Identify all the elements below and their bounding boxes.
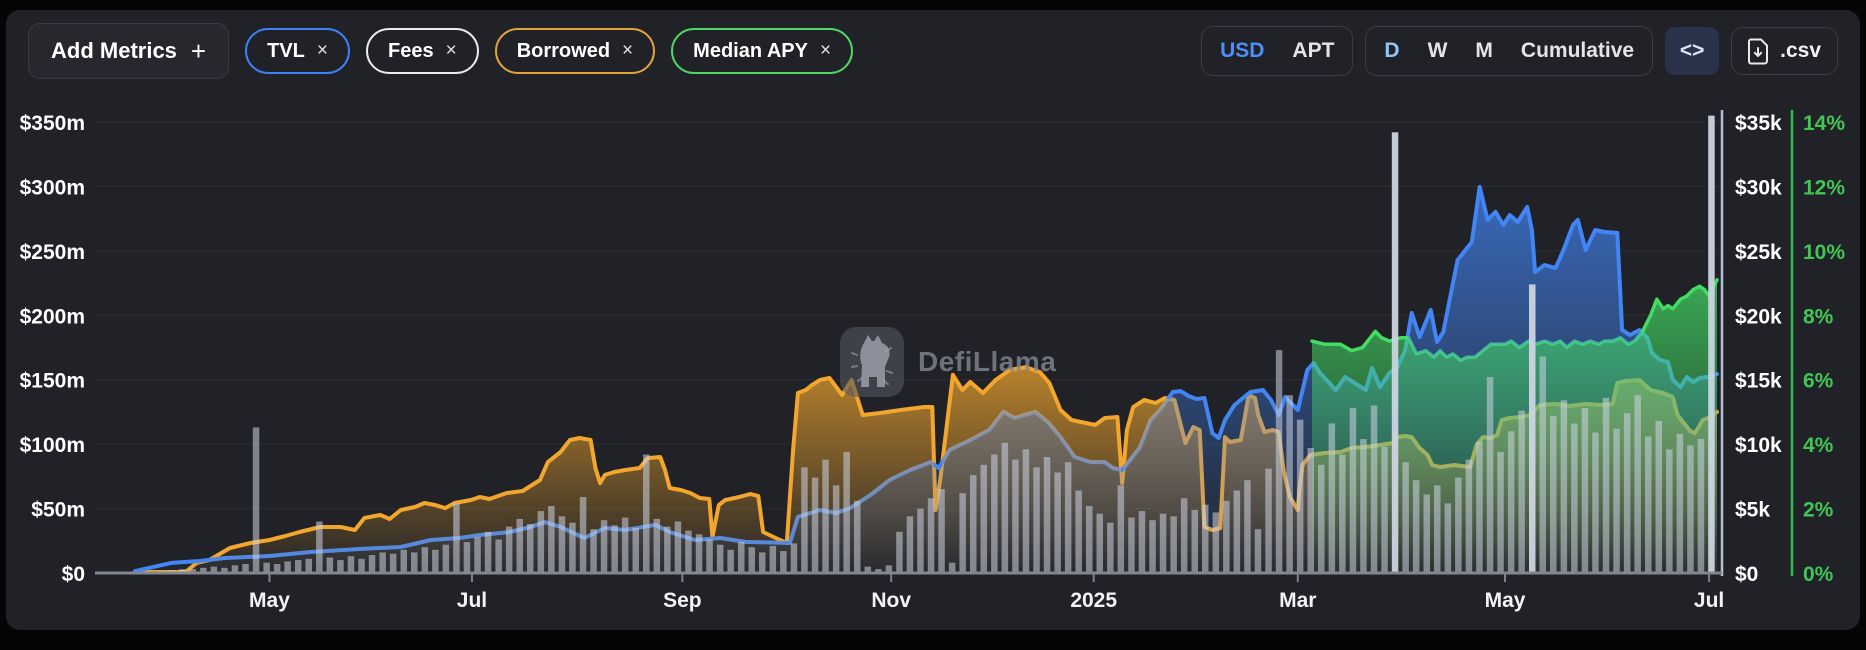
left-axis-label: $300m: [20, 176, 85, 199]
metric-pill-fees[interactable]: Fees ×: [366, 28, 479, 74]
pill-label: Fees: [388, 39, 434, 62]
csv-file-icon: [1748, 38, 1770, 65]
currency-option-usd[interactable]: USD: [1206, 27, 1278, 75]
csv-label: .csv: [1780, 39, 1821, 62]
left-axis-label: $50m: [31, 499, 85, 522]
remove-metric-icon[interactable]: ×: [445, 40, 457, 61]
interval-option-daily[interactable]: D: [1370, 27, 1413, 75]
pill-label: TVL: [267, 39, 305, 62]
x-axis-label: Jul: [457, 589, 487, 612]
left-axis-label: $100m: [20, 434, 85, 457]
interval-option-cumulative[interactable]: Cumulative: [1507, 27, 1648, 75]
right-pct-axis-label: 10%: [1803, 241, 1845, 264]
left-axis-label: $250m: [20, 241, 85, 264]
x-axis-label: Jul: [1694, 589, 1724, 612]
metric-pill-tvl[interactable]: TVL ×: [245, 28, 350, 74]
fees-bars: [136, 115, 1715, 574]
interval-toggle: D W M Cumulative: [1365, 26, 1654, 76]
download-csv-button[interactable]: .csv: [1731, 27, 1838, 75]
right-pct-axis-label: 14%: [1803, 112, 1845, 135]
pill-label: Median APY: [693, 39, 808, 62]
right-usd-axis-label: $5k: [1735, 499, 1770, 522]
metric-pill-median-apy[interactable]: Median APY ×: [671, 28, 854, 74]
chart-svg: $350m $300m $250m $200m $150m $100m $50m $0 $35k…: [20, 110, 1845, 612]
x-axis-label: May: [1485, 589, 1526, 612]
right-usd-axis-label: $20k: [1735, 305, 1782, 328]
x-axis-label: Sep: [663, 589, 702, 612]
left-axis-label: $350m: [20, 112, 85, 135]
right-pct-axis-label: 4%: [1803, 434, 1834, 457]
add-metrics-label: Add Metrics: [51, 38, 177, 63]
right-usd-axis-label: $0: [1735, 563, 1758, 586]
left-axis-label: $150m: [20, 370, 85, 393]
x-axis-label: Mar: [1279, 589, 1316, 612]
remove-metric-icon[interactable]: ×: [820, 40, 832, 61]
add-metrics-button[interactable]: Add Metrics +: [28, 23, 230, 79]
right-usd-axis-label: $35k: [1735, 112, 1782, 135]
interval-option-monthly[interactable]: M: [1461, 27, 1507, 75]
right-usd-axis-label: $30k: [1735, 176, 1782, 199]
right-usd-axis-label: $15k: [1735, 370, 1782, 393]
remove-metric-icon[interactable]: ×: [316, 40, 328, 61]
toolbar: Add Metrics + TVL × Fees × Borrowed × Me…: [6, 22, 1860, 80]
x-axis-label: May: [249, 589, 290, 612]
chart-card: $350m $300m $250m $200m $150m $100m $50m $0 $35k…: [6, 10, 1860, 630]
x-axis-label: Nov: [871, 589, 911, 612]
interval-option-weekly[interactable]: W: [1414, 27, 1462, 75]
left-axis-label: $0: [62, 563, 85, 586]
right-usd-axis-label: $25k: [1735, 241, 1782, 264]
embed-code-button[interactable]: <>: [1665, 27, 1720, 75]
right-pct-axis-label: 12%: [1803, 176, 1845, 199]
chart-controls: USD APT D W M Cumulative <> .csv: [1201, 26, 1838, 76]
x-axis-label: 2025: [1070, 589, 1117, 612]
plus-icon: +: [190, 36, 207, 66]
right-pct-axis-label: 0%: [1803, 563, 1834, 586]
currency-option-apt[interactable]: APT: [1278, 27, 1348, 75]
right-pct-axis-label: 6%: [1803, 370, 1834, 393]
right-pct-axis-label: 2%: [1803, 499, 1834, 522]
metric-pill-borrowed[interactable]: Borrowed ×: [494, 28, 656, 74]
pill-label: Borrowed: [516, 39, 611, 62]
currency-toggle: USD APT: [1201, 26, 1354, 76]
right-usd-axis-label: $10k: [1735, 434, 1782, 457]
right-pct-axis-label: 8%: [1803, 305, 1834, 328]
left-axis-label: $200m: [20, 305, 85, 328]
remove-metric-icon[interactable]: ×: [622, 40, 634, 61]
metrics-controls: Add Metrics + TVL × Fees × Borrowed × Me…: [28, 23, 854, 79]
